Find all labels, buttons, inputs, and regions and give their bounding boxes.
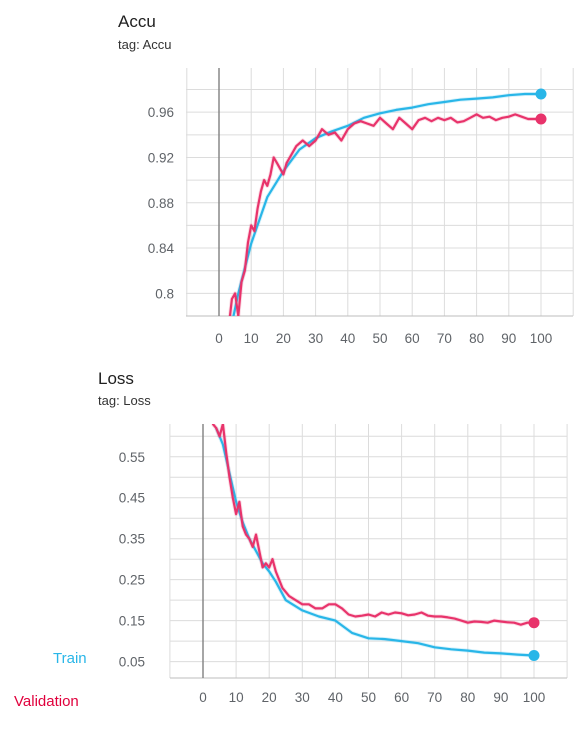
loss-x-tick-label: 40	[328, 690, 343, 705]
legend-validation-label: Validation	[14, 693, 79, 710]
loss-x-tick-label: 20	[262, 690, 277, 705]
accu-series-train-end-point	[535, 88, 547, 100]
accu-x-tick-label: 0	[215, 331, 223, 346]
loss-x-tick-label: 90	[493, 690, 508, 705]
accu-y-tick-label: 0.84	[148, 241, 175, 256]
loss-x-tick-label: 50	[361, 690, 376, 705]
accu-grid	[186, 68, 574, 317]
accu-y-tick-label: 0.96	[148, 105, 174, 120]
loss-series-validation-line	[211, 424, 536, 626]
loss-y-tick-label: 0.55	[119, 450, 145, 465]
accu-y-tick-label: 0.88	[148, 196, 174, 211]
accu-x-tick-label: 70	[437, 331, 452, 346]
loss-y-tick-label: 0.35	[119, 532, 145, 547]
accu-chart: 0.8 0.84 0.88 0.92 0.96 0 10 20 30 40 50 60 70 80 90 10…	[148, 68, 574, 346]
accu-x-tick-label: 90	[501, 331, 516, 346]
accu-x-tick-label: 80	[469, 331, 484, 346]
accu-chart-tag: tag: Accu	[118, 37, 172, 52]
loss-y-tick-label: 0.25	[119, 573, 145, 588]
loss-x-tick-label: 100	[523, 690, 546, 705]
loss-series-validation-raw	[211, 424, 534, 627]
loss-y-tick-label: 0.05	[119, 655, 145, 670]
accu-x-tick-label: 20	[276, 331, 291, 346]
loss-y-tick-label: 0.15	[119, 614, 145, 629]
accu-chart-title: Accu	[118, 12, 156, 31]
loss-x-tick-label: 0	[199, 690, 207, 705]
accu-x-tick-label: 40	[340, 331, 355, 346]
loss-chart-tag: tag: Loss	[98, 393, 151, 408]
accu-x-tick-label: 10	[244, 331, 259, 346]
loss-x-tick-label: 80	[460, 690, 475, 705]
loss-x-tick-label: 70	[427, 690, 442, 705]
accu-x-tick-label: 30	[308, 331, 323, 346]
accu-y-tick-label: 0.8	[155, 286, 174, 301]
accu-x-tick-label: 50	[372, 331, 387, 346]
accu-series-validation-end-point	[535, 113, 547, 125]
loss-x-tick-label: 60	[394, 690, 409, 705]
loss-y-tick-label: 0.45	[119, 491, 145, 506]
legend-train-label: Train	[53, 650, 87, 667]
loss-chart-title: Loss	[98, 369, 134, 388]
accu-x-tick-label: 100	[530, 331, 553, 346]
loss-series-train-line	[215, 427, 536, 657]
loss-series-train-end-point	[528, 649, 540, 661]
accu-x-tick-label: 60	[405, 331, 420, 346]
accu-y-tick-label: 0.92	[148, 150, 174, 165]
loss-x-tick-label: 30	[295, 690, 310, 705]
accu-series-train-line	[232, 92, 543, 316]
accu-series-validation-line	[228, 113, 543, 316]
loss-series-validation-end-point	[528, 617, 540, 629]
loss-x-tick-label: 10	[229, 690, 244, 705]
